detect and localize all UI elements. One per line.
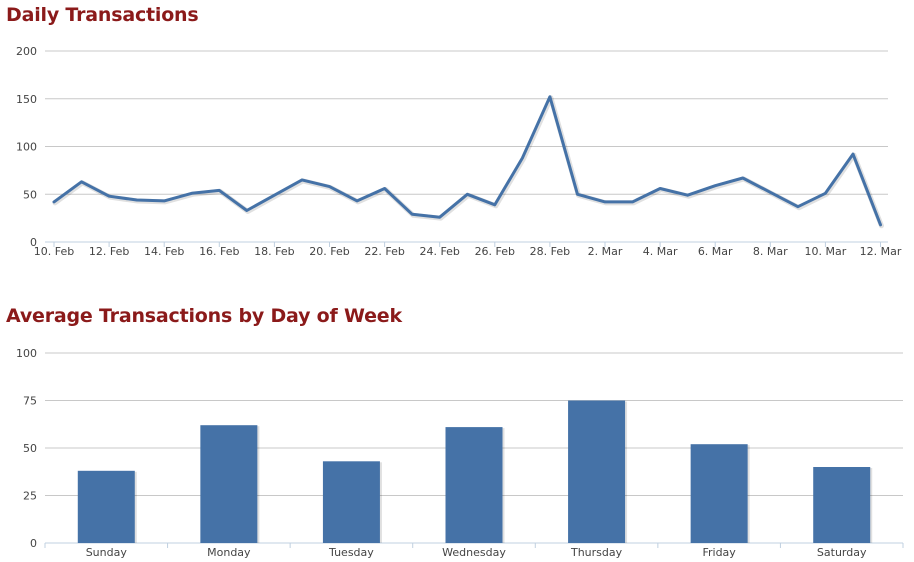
y-tick-label: 200 bbox=[16, 45, 37, 58]
x-tick-label: Friday bbox=[702, 546, 736, 559]
x-tick-label: Wednesday bbox=[442, 546, 506, 559]
x-tick-label: 6. Mar bbox=[698, 245, 733, 258]
bar bbox=[690, 444, 748, 543]
y-tick-label: 0 bbox=[30, 537, 37, 550]
x-tick-label: Tuesday bbox=[328, 546, 374, 559]
x-tick-label: Thursday bbox=[570, 546, 623, 559]
x-tick-label: 12. Feb bbox=[89, 245, 129, 258]
x-tick-label: 4. Mar bbox=[643, 245, 678, 258]
x-tick-label: 16. Feb bbox=[199, 245, 239, 258]
series-line bbox=[52, 95, 882, 227]
bar bbox=[200, 425, 258, 543]
avg-transactions-title: Average Transactions by Day of Week bbox=[6, 305, 402, 327]
y-tick-label: 75 bbox=[23, 395, 37, 408]
y-tick-label: 0 bbox=[30, 236, 37, 249]
x-tick-label: 10. Mar bbox=[805, 245, 847, 258]
bar bbox=[445, 427, 503, 543]
daily-transactions-title: Daily Transactions bbox=[6, 4, 199, 26]
y-tick-label: 50 bbox=[23, 442, 37, 455]
y-tick-label: 150 bbox=[16, 93, 37, 106]
x-tick-label: 10. Feb bbox=[34, 245, 74, 258]
x-tick-label: 14. Feb bbox=[144, 245, 184, 258]
x-tick-label: 2. Mar bbox=[588, 245, 623, 258]
x-tick-label: Sunday bbox=[86, 546, 128, 559]
y-tick-label: 25 bbox=[23, 490, 37, 503]
bar bbox=[77, 470, 135, 543]
x-tick-label: 12. Mar bbox=[860, 245, 902, 258]
x-tick-label: 28. Feb bbox=[530, 245, 570, 258]
x-tick-label: Monday bbox=[207, 546, 251, 559]
y-tick-label: 50 bbox=[23, 188, 37, 201]
daily-transactions-chart: 0 50 100 150 200 10. Feb 12. Feb 14. Feb 16. Feb… bbox=[16, 45, 902, 258]
x-tick-label: 22. Feb bbox=[364, 245, 404, 258]
x-tick-label: 24. Feb bbox=[419, 245, 459, 258]
y-tick-label: 100 bbox=[16, 347, 37, 360]
bar bbox=[568, 400, 626, 543]
x-tick-label: Saturday bbox=[817, 546, 867, 559]
bar bbox=[322, 461, 380, 543]
y-tick-label: 100 bbox=[16, 141, 37, 154]
x-tick-label: 26. Feb bbox=[475, 245, 515, 258]
x-tick-label: 18. Feb bbox=[254, 245, 294, 258]
x-tick-label: 20. Feb bbox=[309, 245, 349, 258]
bar bbox=[813, 467, 871, 543]
x-tick-label: 8. Mar bbox=[753, 245, 788, 258]
